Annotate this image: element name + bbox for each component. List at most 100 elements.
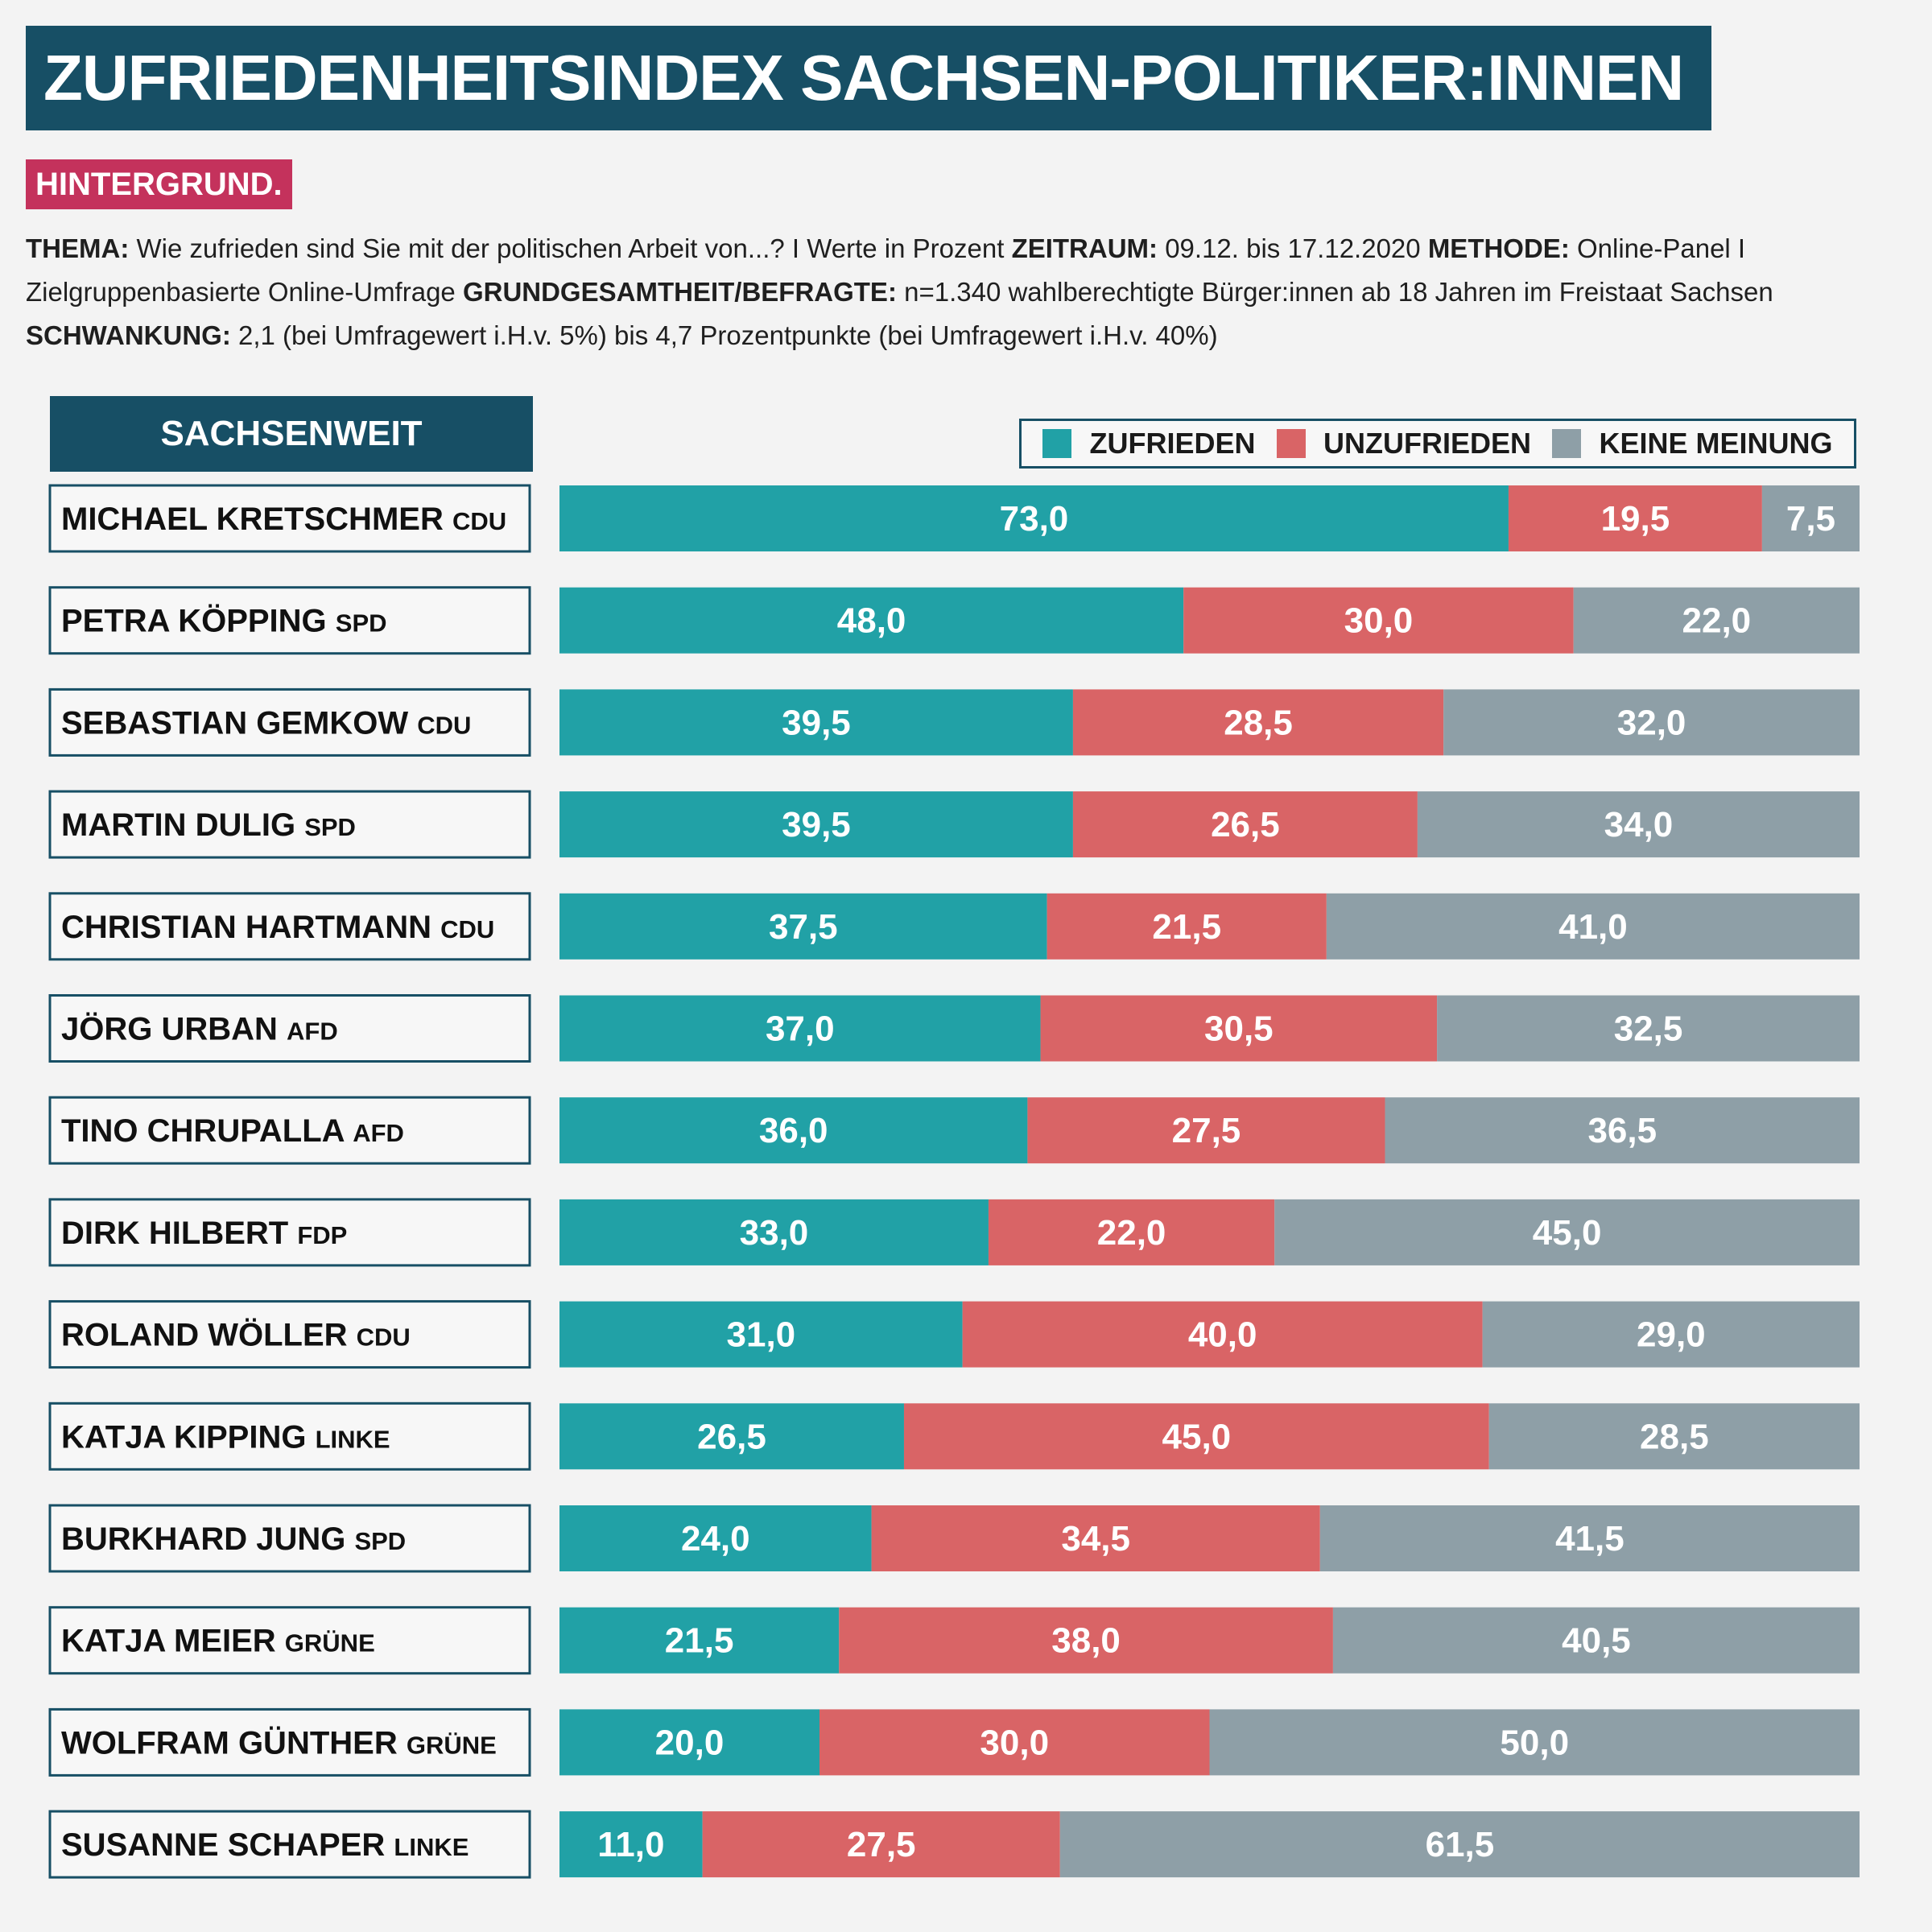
row-label-sebastian-gemkow: SEBASTIAN GEMKOW CDU xyxy=(61,705,471,741)
legend-label-unzufrieden: UNZUFRIEDEN xyxy=(1323,427,1531,460)
bar-segment-keine-meinung-petra-k-pping xyxy=(1573,587,1860,654)
data-label-unzufrieden-tino-chrupalla: 27,5 xyxy=(1172,1111,1241,1150)
bar-segment-unzufrieden-tino-chrupalla xyxy=(1027,1097,1385,1164)
politician-name: MICHAEL KRETSCHMER xyxy=(61,502,452,537)
row-label-susanne-schaper: SUSANNE SCHAPER LINKE xyxy=(61,1827,469,1863)
data-label-zufrieden-sebastian-gemkow: 39,5 xyxy=(782,703,851,742)
bar-segment-unzufrieden-burkhard-jung xyxy=(871,1505,1320,1571)
bar-segment-zufrieden-susanne-schaper xyxy=(559,1811,703,1878)
data-label-unzufrieden-petra-k-pping: 30,0 xyxy=(1344,601,1414,641)
chart-title: ZUFRIEDENHEITSINDEX SACHSEN-POLITIKER:IN… xyxy=(26,26,1711,130)
legend-swatch-keine-meinung xyxy=(1552,429,1582,458)
data-label-zufrieden-martin-dulig: 39,5 xyxy=(782,805,851,844)
data-label-keine-meinung-katja-kipping: 28,5 xyxy=(1640,1417,1709,1456)
row-label-roland-w-ller: ROLAND WÖLLER CDU xyxy=(61,1317,411,1353)
thema-text: Wie zufrieden sind Sie mit der politisch… xyxy=(129,233,1012,263)
legend-label-keine-meinung: KEINE MEINUNG xyxy=(1599,427,1833,460)
legend-label-zufrieden: ZUFRIEDEN xyxy=(1089,427,1256,460)
bar-segment-keine-meinung-katja-meier xyxy=(1332,1607,1860,1674)
grundgesamtheit-label: GRUNDGESAMTHEIT/BEFRAGTE: xyxy=(462,277,897,307)
row-label-box-wolfram-g-nther xyxy=(48,1707,531,1777)
data-label-keine-meinung-susanne-schaper: 61,5 xyxy=(1426,1825,1495,1864)
thema-label: THEMA: xyxy=(26,233,130,263)
row-label-box-susanne-schaper xyxy=(48,1810,531,1879)
party-label: GRÜNE xyxy=(285,1629,375,1657)
bar-segment-unzufrieden-wolfram-g-nther xyxy=(819,1709,1210,1776)
politician-name: CHRISTIAN HARTMANN xyxy=(61,910,440,945)
bar-segment-keine-meinung-michael-kretschmer xyxy=(1761,485,1860,551)
methode-text: Online-Panel I Zielgruppenbasierte Onlin… xyxy=(26,233,1746,307)
row-label-dirk-hilbert: DIRK HILBERT FDP xyxy=(61,1216,347,1251)
data-label-keine-meinung-burkhard-jung: 41,5 xyxy=(1555,1519,1624,1558)
bar-segment-zufrieden-roland-w-ller xyxy=(559,1301,963,1368)
data-label-zufrieden-katja-meier: 21,5 xyxy=(665,1621,734,1661)
bar-segment-unzufrieden-susanne-schaper xyxy=(702,1811,1060,1878)
bar-segment-keine-meinung-roland-w-ller xyxy=(1482,1301,1860,1368)
zeitraum-label: ZEITRAUM: xyxy=(1011,233,1158,263)
row-label-box-christian-hartmann xyxy=(48,892,531,961)
bar-segment-zufrieden-dirk-hilbert xyxy=(559,1199,989,1265)
bar-segment-zufrieden-wolfram-g-nther xyxy=(559,1709,819,1776)
row-label-box-sebastian-gemkow xyxy=(48,687,531,757)
data-label-keine-meinung-sebastian-gemkow: 32,0 xyxy=(1617,703,1686,742)
row-label-box-katja-meier xyxy=(48,1606,531,1675)
data-label-zufrieden-burkhard-jung: 24,0 xyxy=(681,1519,750,1558)
survey-metadata: THEMA: Wie zufrieden sind Sie mit der po… xyxy=(26,227,1901,357)
politician-name: WOLFRAM GÜNTHER xyxy=(61,1724,407,1761)
bar-segment-unzufrieden-katja-meier xyxy=(839,1607,1333,1674)
politician-name: TINO CHRUPALLA xyxy=(61,1113,353,1149)
politician-name: BURKHARD JUNG xyxy=(61,1521,354,1557)
data-label-zufrieden-katja-kipping: 26,5 xyxy=(697,1417,766,1456)
bar-segment-keine-meinung-katja-kipping xyxy=(1488,1403,1860,1470)
bar-segment-unzufrieden-dirk-hilbert xyxy=(988,1199,1275,1265)
data-label-unzufrieden-katja-kipping: 45,0 xyxy=(1162,1417,1232,1456)
data-label-unzufrieden-susanne-schaper: 27,5 xyxy=(847,1825,916,1864)
bar-segment-zufrieden-sebastian-gemkow xyxy=(559,689,1073,756)
party-label: CDU xyxy=(440,915,494,943)
bar-segment-zufrieden-petra-k-pping xyxy=(559,587,1184,654)
row-label-wolfram-g-nther: WOLFRAM GÜNTHER GRÜNE xyxy=(61,1724,497,1761)
party-label: CDU xyxy=(417,711,471,739)
data-label-zufrieden-michael-kretschmer: 73,0 xyxy=(1000,499,1069,539)
bar-segment-unzufrieden-sebastian-gemkow xyxy=(1072,689,1444,756)
bar-segment-zufrieden-katja-kipping xyxy=(559,1403,904,1470)
politician-name: SUSANNE SCHAPER xyxy=(61,1827,394,1863)
data-label-zufrieden-j-rg-urban: 37,0 xyxy=(766,1009,835,1049)
data-label-zufrieden-roland-w-ller: 31,0 xyxy=(727,1315,796,1355)
section-badge: HINTERGRUND. xyxy=(26,159,292,209)
data-label-keine-meinung-christian-hartmann: 41,0 xyxy=(1558,907,1628,947)
party-label: LINKE xyxy=(394,1833,469,1861)
row-label-michael-kretschmer: MICHAEL KRETSCHMER CDU xyxy=(61,502,506,537)
bar-segment-zufrieden-martin-dulig xyxy=(559,791,1073,858)
data-label-unzufrieden-wolfram-g-nther: 30,0 xyxy=(980,1723,1049,1762)
politician-name: ROLAND WÖLLER xyxy=(61,1317,357,1353)
data-label-zufrieden-wolfram-g-nther: 20,0 xyxy=(655,1723,724,1762)
data-label-unzufrieden-roland-w-ller: 40,0 xyxy=(1188,1315,1257,1355)
bar-segment-unzufrieden-martin-dulig xyxy=(1072,791,1418,858)
party-label: SPD xyxy=(304,813,356,841)
bar-segment-unzufrieden-christian-hartmann xyxy=(1046,893,1327,960)
row-label-box-j-rg-urban xyxy=(48,994,531,1063)
bar-segment-zufrieden-michael-kretschmer xyxy=(559,485,1509,551)
party-label: CDU xyxy=(452,507,506,535)
politician-name: KATJA KIPPING xyxy=(61,1419,316,1455)
bar-segment-keine-meinung-susanne-schaper xyxy=(1059,1811,1860,1878)
data-label-keine-meinung-j-rg-urban: 32,5 xyxy=(1614,1009,1683,1049)
row-label-j-rg-urban: JÖRG URBAN AFD xyxy=(61,1011,338,1047)
schwankung-text: 2,1 (bei Umfragewert i.H.v. 5%) bis 4,7 … xyxy=(230,320,1218,350)
row-label-petra-k-pping: PETRA KÖPPING SPD xyxy=(61,603,387,639)
bar-segment-keine-meinung-wolfram-g-nther xyxy=(1209,1709,1860,1776)
grundgesamtheit-text: n=1.340 wahlberechtigte Bürger:innen ab … xyxy=(896,277,1773,307)
legend-item-keine-meinung: KEINE MEINUNG xyxy=(1552,427,1832,460)
bar-segment-unzufrieden-j-rg-urban xyxy=(1040,995,1438,1062)
bar-segment-unzufrieden-katja-kipping xyxy=(903,1403,1489,1470)
party-label: SPD xyxy=(336,609,387,638)
bar-segment-unzufrieden-petra-k-pping xyxy=(1183,587,1574,654)
row-label-katja-meier: KATJA MEIER GRÜNE xyxy=(61,1624,375,1659)
bar-segment-keine-meinung-christian-hartmann xyxy=(1326,893,1860,960)
data-label-unzufrieden-j-rg-urban: 30,5 xyxy=(1204,1009,1274,1049)
bar-segment-keine-meinung-tino-chrupalla xyxy=(1385,1097,1860,1164)
chart-legend: ZUFRIEDEN UNZUFRIEDEN KEINE MEINUNG xyxy=(1019,419,1856,469)
row-label-box-burkhard-jung xyxy=(48,1504,531,1573)
bar-segment-keine-meinung-dirk-hilbert xyxy=(1274,1199,1860,1265)
